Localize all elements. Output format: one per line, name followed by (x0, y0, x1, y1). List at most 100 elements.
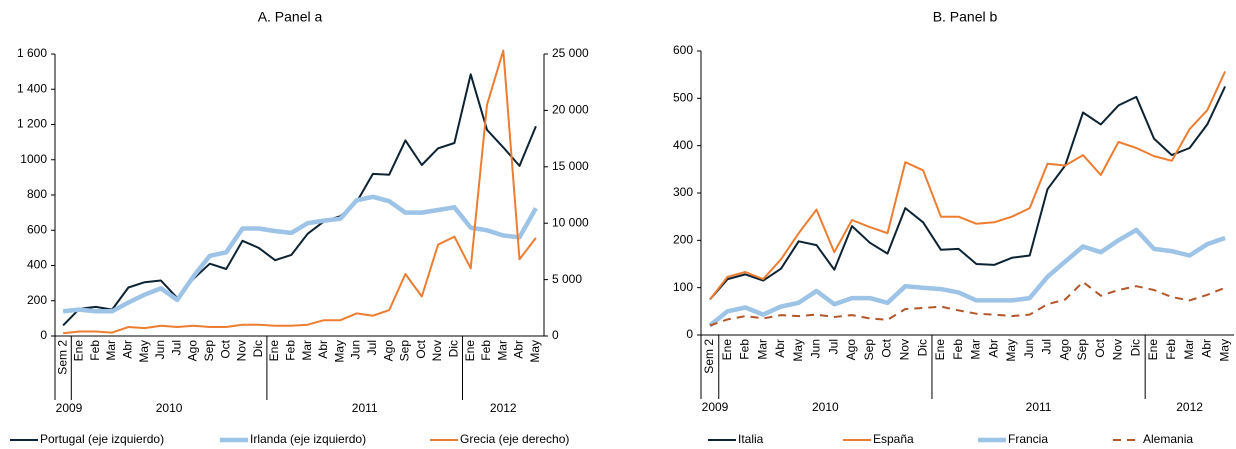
legend-label: Portugal (eje izquierdo) (40, 432, 164, 446)
x-tick-label: Dic (915, 339, 929, 356)
x-tick-label: Feb (479, 340, 493, 361)
x-tick-label: Abr (316, 340, 330, 359)
x-tick-label: May (791, 339, 805, 362)
series-line (62, 73, 537, 327)
group-label: 2010 (156, 401, 183, 415)
legend-label: Francia (1008, 432, 1048, 446)
x-tick-label: Feb (1164, 339, 1178, 360)
x-tick-label: Jun (1022, 339, 1036, 358)
group-label: 2009 (702, 400, 729, 414)
x-tick-label: Abr (773, 339, 787, 358)
y-tick-label: 1 600 (17, 46, 47, 60)
x-tick-label: Sem 2 (55, 340, 69, 375)
y-tick-label: 200 (27, 293, 47, 307)
x-tick-label: Abr (121, 340, 135, 359)
y-tick-label: 100 (673, 280, 693, 294)
series-line (708, 227, 1226, 328)
x-tick-label: Jul (1040, 339, 1054, 354)
x-tick-label: Sep (202, 340, 216, 362)
group-label: 2012 (1176, 400, 1203, 414)
x-tick-label: Mar (300, 340, 314, 361)
y-tick-label: 500 (673, 91, 693, 105)
x-tick-label: Ene (1146, 339, 1160, 361)
x-tick-label: Abr (512, 340, 526, 359)
y2-tick-label: 25 000 (552, 46, 589, 60)
y2-tick-label: 5 000 (552, 272, 582, 286)
x-tick-label: Mar (104, 340, 118, 361)
legend-label: Alemania (1143, 432, 1193, 446)
x-tick-label: Jul (826, 339, 840, 354)
x-tick-label: Nov (235, 340, 249, 361)
x-tick-label: Ene (72, 340, 86, 362)
x-tick-label: May (1004, 339, 1018, 362)
group-label: 2012 (490, 401, 517, 415)
x-tick-label: Abr (1200, 339, 1214, 358)
x-tick-label: Nov (430, 340, 444, 361)
x-tick-label: Feb (738, 339, 752, 360)
x-tick-label: Jun (809, 339, 823, 358)
legend-label: España (873, 432, 914, 446)
x-tick-label: Sep (1075, 339, 1089, 361)
x-tick-label: Ago (381, 340, 395, 362)
x-tick-label: Sep (398, 340, 412, 362)
chart-title: A. Panel a (258, 9, 323, 25)
chart-title: B. Panel b (933, 9, 998, 25)
x-tick-label: Mar (969, 339, 983, 360)
x-tick-label: Oct (880, 338, 894, 357)
x-tick-label: May (528, 340, 542, 363)
x-tick-label: Oct (1093, 338, 1107, 357)
x-tick-label: Jul (169, 340, 183, 355)
x-tick-label: Mar (495, 340, 509, 361)
legend-label: Italia (738, 432, 764, 446)
x-tick-label: Sem 2 (702, 339, 716, 374)
x-tick-label: Dic (447, 340, 461, 357)
x-tick-label: Ago (844, 339, 858, 361)
y2-tick-label: 20 000 (552, 103, 589, 117)
group-label: 2009 (56, 401, 83, 415)
x-tick-label: Dic (1128, 339, 1142, 356)
x-tick-label: Oct (218, 339, 232, 358)
y-tick-label: 600 (27, 222, 47, 236)
group-label: 2010 (812, 400, 839, 414)
y-tick-label: 800 (27, 187, 47, 201)
x-tick-label: Mar (1182, 339, 1196, 360)
x-tick-label: Feb (284, 340, 298, 361)
y-tick-label: 1000 (20, 152, 47, 166)
x-tick-label: Ene (720, 339, 734, 361)
x-tick-label: Nov (897, 339, 911, 360)
y-tick-label: 0 (686, 327, 693, 341)
x-tick-label: May (1217, 339, 1231, 362)
x-tick-label: Ene (267, 340, 281, 362)
x-tick-label: Jun (349, 340, 363, 359)
series-line (62, 49, 537, 335)
x-tick-label: May (332, 340, 346, 363)
x-tick-label: Feb (88, 340, 102, 361)
y-tick-label: 400 (27, 258, 47, 272)
y-tick-label: 1 400 (17, 81, 47, 95)
y2-tick-label: 15 000 (552, 159, 589, 173)
legend-label: Grecia (eje derecho) (460, 432, 569, 446)
y-tick-label: 300 (673, 185, 693, 199)
series-line (62, 194, 538, 314)
y-tick-label: 0 (40, 328, 47, 342)
y-tick-label: 1 200 (17, 117, 47, 131)
group-label: 2011 (1026, 400, 1052, 414)
x-tick-label: Jul (365, 340, 379, 355)
x-tick-label: Jun (153, 340, 167, 359)
x-tick-label: Dic (251, 340, 265, 357)
x-tick-label: Abr (986, 339, 1000, 358)
y2-tick-label: 0 (552, 328, 559, 342)
x-tick-label: Ago (186, 340, 200, 362)
x-tick-label: Ene (463, 340, 477, 362)
x-tick-label: Mar (755, 339, 769, 360)
x-tick-label: Ene (933, 339, 947, 361)
y-tick-label: 600 (673, 43, 693, 57)
x-tick-label: Ago (1057, 339, 1071, 361)
group-label: 2011 (352, 401, 378, 415)
y-tick-label: 400 (673, 138, 693, 152)
y2-tick-label: 10 000 (552, 215, 589, 229)
x-tick-label: Sep (862, 339, 876, 361)
y-tick-label: 200 (673, 233, 693, 247)
x-tick-label: Oct (414, 339, 428, 358)
